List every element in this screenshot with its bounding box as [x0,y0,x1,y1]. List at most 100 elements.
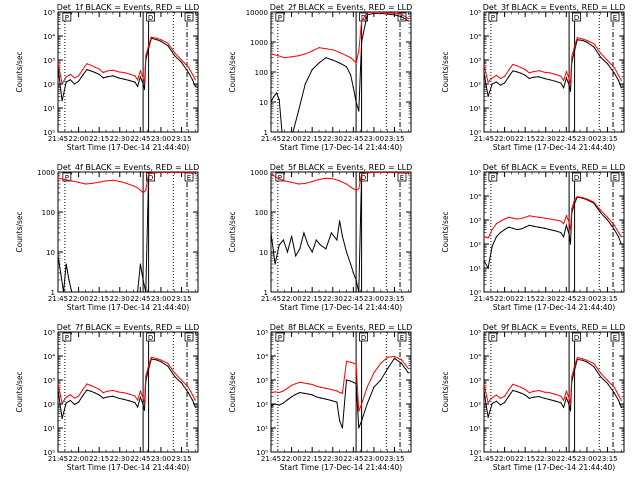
lld-point [142,192,144,194]
events-point [160,361,162,363]
y-tick-label: 10⁵ [256,329,268,337]
events-point [524,226,526,228]
events-point [573,369,576,371]
lld-point [86,63,88,65]
events-point [366,14,368,16]
lld-point [91,182,93,184]
lld-point [325,387,327,389]
events-point [194,406,196,408]
events-point [142,279,144,281]
y-tick-label: 10 [259,249,268,257]
y-axis-label: Counts/sec [441,211,450,252]
events-point [582,39,584,42]
lld-point [565,390,567,392]
x-tick-label: 22:45 [343,295,363,303]
events-point [582,359,584,361]
events-point [484,390,485,392]
events-point [563,87,565,89]
lld-point [538,389,540,392]
lld-point [387,356,389,358]
y-tick-label: 1 [264,289,268,297]
lld-point [61,402,63,404]
lld-point [187,386,189,389]
y-tick-label: 10² [43,401,55,409]
lld-point [311,50,313,52]
y-tick-label: 10¹ [469,425,481,433]
y-tick-label: 10 [46,249,55,257]
lld-point [617,231,620,234]
marker-box [62,332,72,342]
lld-point [325,48,327,50]
lld-point [573,45,576,47]
y-tick-label: 1 [51,289,55,297]
events-point [606,219,609,221]
lld-point [520,217,522,220]
lld-point [90,64,92,66]
events-point [318,62,320,64]
lld-point [330,388,332,391]
lld-point [491,396,493,399]
events-point [65,402,67,404]
y-tick-label: 1000 [250,169,268,177]
events-point [139,396,141,398]
panel-title: Det_7f BLACK = Events, RED = LLD [57,323,200,332]
events-point [86,68,88,71]
x-tick-label: 23:00 [151,295,171,303]
lld-point [137,79,139,81]
x-tick-label: 21:45 [474,455,494,463]
y-tick-label: 10⁵ [469,9,481,17]
marker-label: D [574,174,579,182]
x-tick-label: 22:30 [110,135,130,143]
x-tick-label: 22:30 [323,135,343,143]
events-point [620,87,622,89]
y-tick-label: 10⁰ [43,129,55,137]
events-point [495,236,497,238]
events-point [180,61,183,63]
x-axis-label: Start Time (17-Dec-14 21:44:40) [67,303,189,312]
events-point [174,375,176,378]
events-point [373,12,375,14]
lld-point [117,71,119,73]
lld-point [576,356,578,359]
lld-point [325,177,327,179]
x-tick-label: 22:00 [281,455,301,463]
events-point [142,83,144,85]
events-point [620,243,622,245]
lld-point [524,68,526,71]
events-point [98,291,100,292]
lld-point [282,390,284,392]
events-point [520,72,522,74]
y-tick-label: 10² [469,241,481,249]
events-point [524,394,526,396]
events-point [350,263,352,265]
x-tick-label: 22:45 [130,135,150,143]
events-point [400,362,402,364]
lld-point [487,81,489,83]
lld-point [586,39,588,42]
lld-point [304,53,306,55]
y-tick-label: 10⁰ [469,289,481,297]
lld-point [180,59,183,61]
lld-point [339,51,341,54]
lld-point [516,65,518,67]
lld-point [499,220,502,222]
y-axis-label: Counts/sec [228,51,237,92]
events-point [102,77,104,79]
marker-box [572,12,581,22]
events-point [393,14,396,16]
lld-point [569,402,572,404]
x-tick-label: 22:00 [494,455,514,463]
events-point [123,398,125,401]
events-point [60,272,62,274]
events-point [499,231,502,234]
events-point [516,390,518,393]
lld-point [569,82,572,84]
x-tick-label: 22:30 [110,455,130,463]
y-tick-label: 10³ [43,377,55,385]
events-point [569,410,572,412]
marker-label: D [148,174,153,182]
events-point [139,263,141,265]
lld-point [563,79,565,82]
lld-point [512,63,514,66]
lld-point [620,399,622,401]
